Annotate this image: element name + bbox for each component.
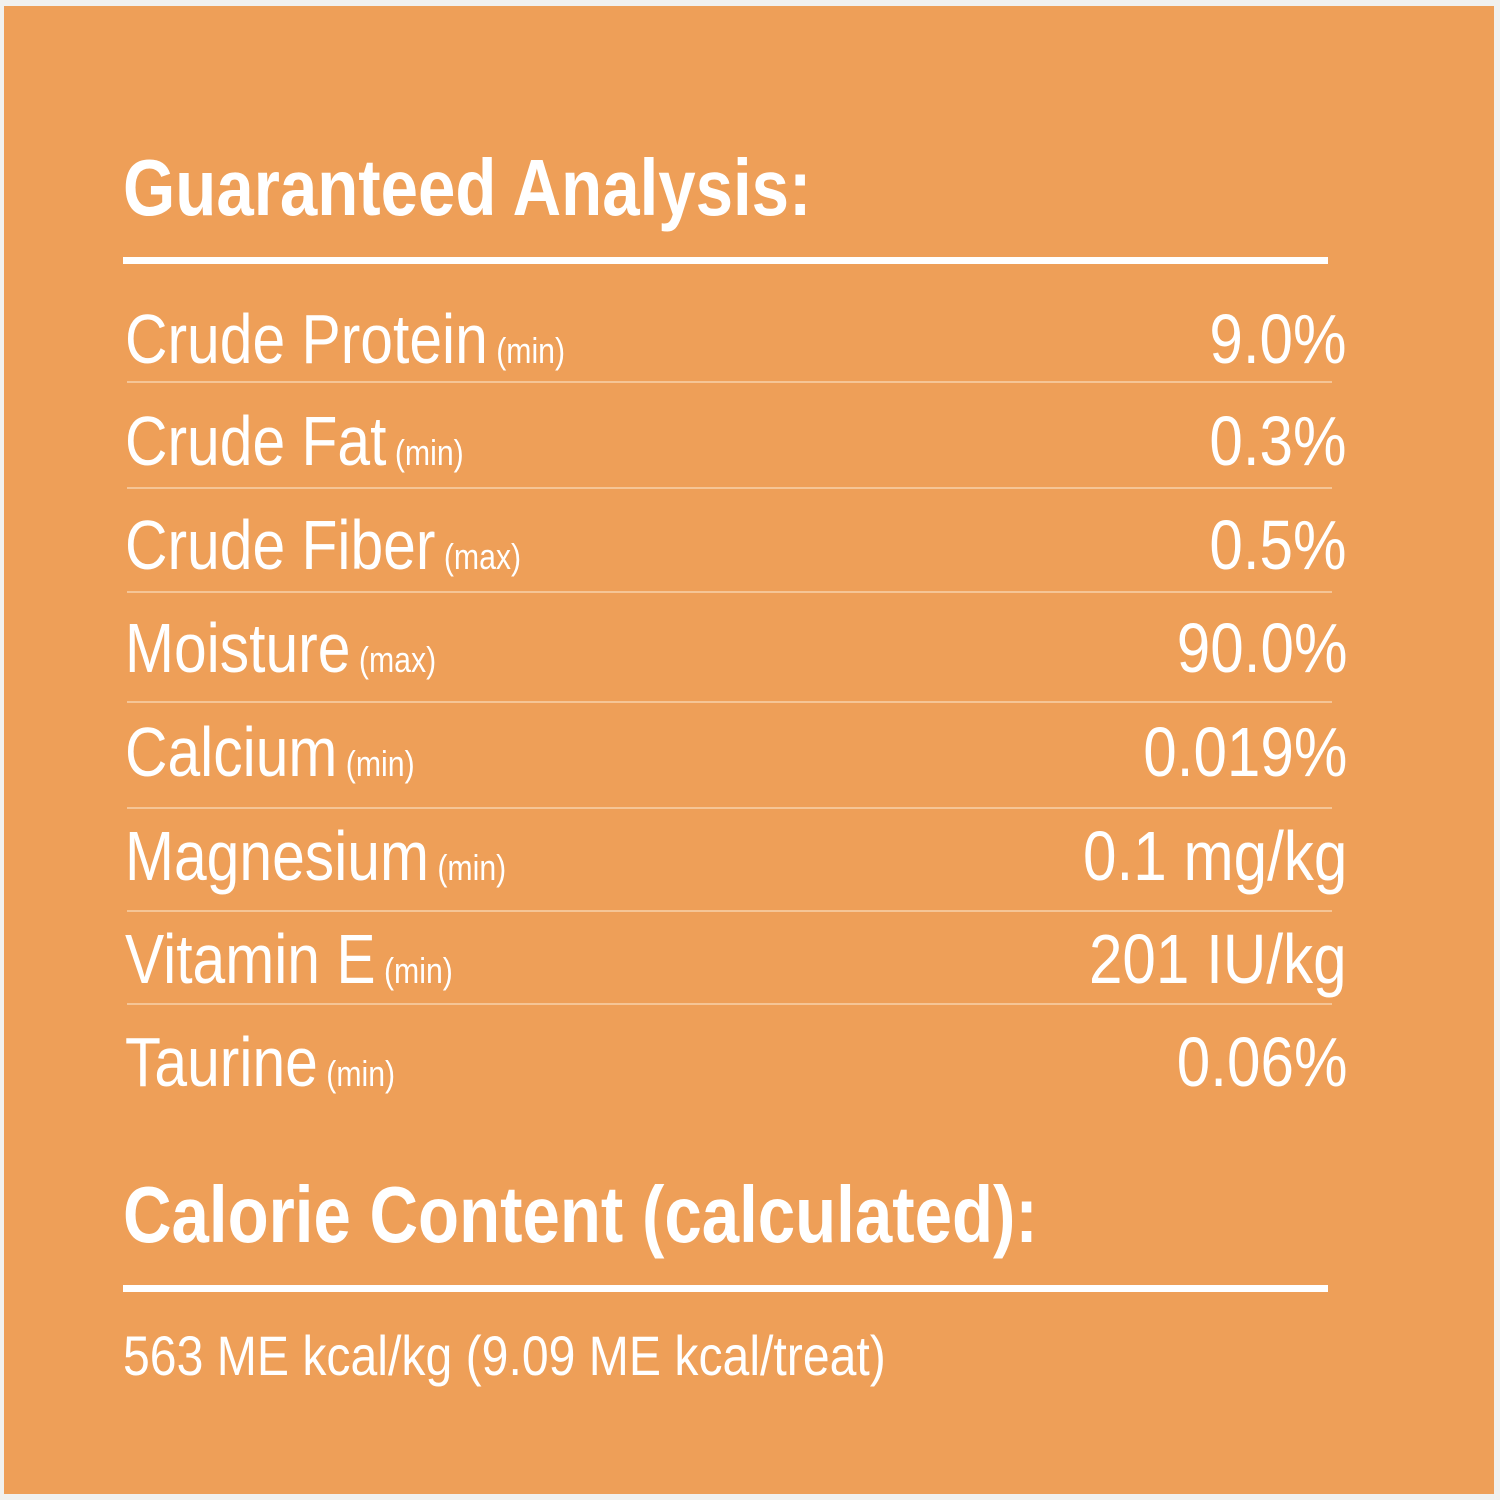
nutrient-qualifier: (max) (358, 639, 437, 680)
nutrient-value: 201 IU/kg (1089, 920, 1347, 998)
calorie-content-title: Calorie Content (calculated): (123, 1170, 1038, 1259)
nutrient-name: Vitamin E (min) (125, 924, 453, 994)
nutrient-value: 0.019% (1142, 713, 1347, 791)
calorie-rule (123, 1285, 1328, 1292)
nutrient-name: Crude Protein (min) (125, 304, 565, 374)
nutrient-label: Taurine (125, 1023, 318, 1101)
analysis-row: Taurine (min) 0.06% (125, 1017, 1347, 1097)
row-separator (127, 807, 1332, 809)
nutrient-qualifier: (min) (437, 847, 507, 888)
nutrient-label: Crude Protein (125, 300, 488, 378)
nutrient-label: Crude Fat (125, 402, 387, 480)
analysis-row: Crude Fiber (max) 0.5% (125, 500, 1347, 580)
title-rule (123, 257, 1328, 264)
nutrient-qualifier: (min) (345, 743, 415, 784)
nutrient-name: Taurine (min) (125, 1027, 395, 1097)
row-separator (127, 910, 1332, 912)
analysis-row: Moisture (max) 90.0% (125, 603, 1347, 683)
row-separator (127, 701, 1332, 703)
nutrient-qualifier: (min) (326, 1053, 396, 1094)
label-panel (4, 6, 1494, 1494)
nutrient-qualifier: (min) (383, 950, 453, 991)
analysis-row: Crude Protein (min) 9.0% (125, 294, 1347, 374)
nutrient-name: Crude Fat (min) (125, 406, 464, 476)
nutrient-name: Magnesium (min) (125, 821, 506, 891)
nutrient-value: 9.0% (1209, 300, 1347, 378)
nutrient-qualifier: (min) (496, 330, 566, 371)
guaranteed-analysis-title: Guaranteed Analysis: (123, 143, 812, 232)
nutrient-qualifier: (max) (443, 536, 522, 577)
nutrient-name: Calcium (min) (125, 717, 415, 787)
nutrient-value: 0.3% (1209, 402, 1347, 480)
nutrient-value: 0.1 mg/kg (1082, 817, 1347, 895)
nutrient-qualifier: (min) (394, 432, 464, 473)
analysis-row: Crude Fat (min) 0.3% (125, 396, 1347, 476)
nutrient-value: 90.0% (1176, 609, 1347, 687)
analysis-row: Magnesium (min) 0.1 mg/kg (125, 811, 1347, 891)
row-separator (127, 381, 1332, 383)
row-separator (127, 591, 1332, 593)
nutrient-label: Calcium (125, 713, 338, 791)
nutrient-label: Moisture (125, 609, 351, 687)
nutrient-label: Vitamin E (125, 920, 376, 998)
row-separator (127, 1003, 1332, 1005)
nutrient-value: 0.5% (1209, 506, 1347, 584)
analysis-row: Calcium (min) 0.019% (125, 707, 1347, 787)
calorie-content-value: 563 ME kcal/kg (9.09 ME kcal/treat) (123, 1324, 886, 1387)
nutrient-name: Crude Fiber (max) (125, 510, 521, 580)
nutrient-name: Moisture (max) (125, 613, 436, 683)
nutrient-label: Crude Fiber (125, 506, 436, 584)
nutrient-label: Magnesium (125, 817, 429, 895)
analysis-row: Vitamin E (min) 201 IU/kg (125, 914, 1347, 994)
nutrient-value: 0.06% (1176, 1023, 1347, 1101)
row-separator (127, 487, 1332, 489)
